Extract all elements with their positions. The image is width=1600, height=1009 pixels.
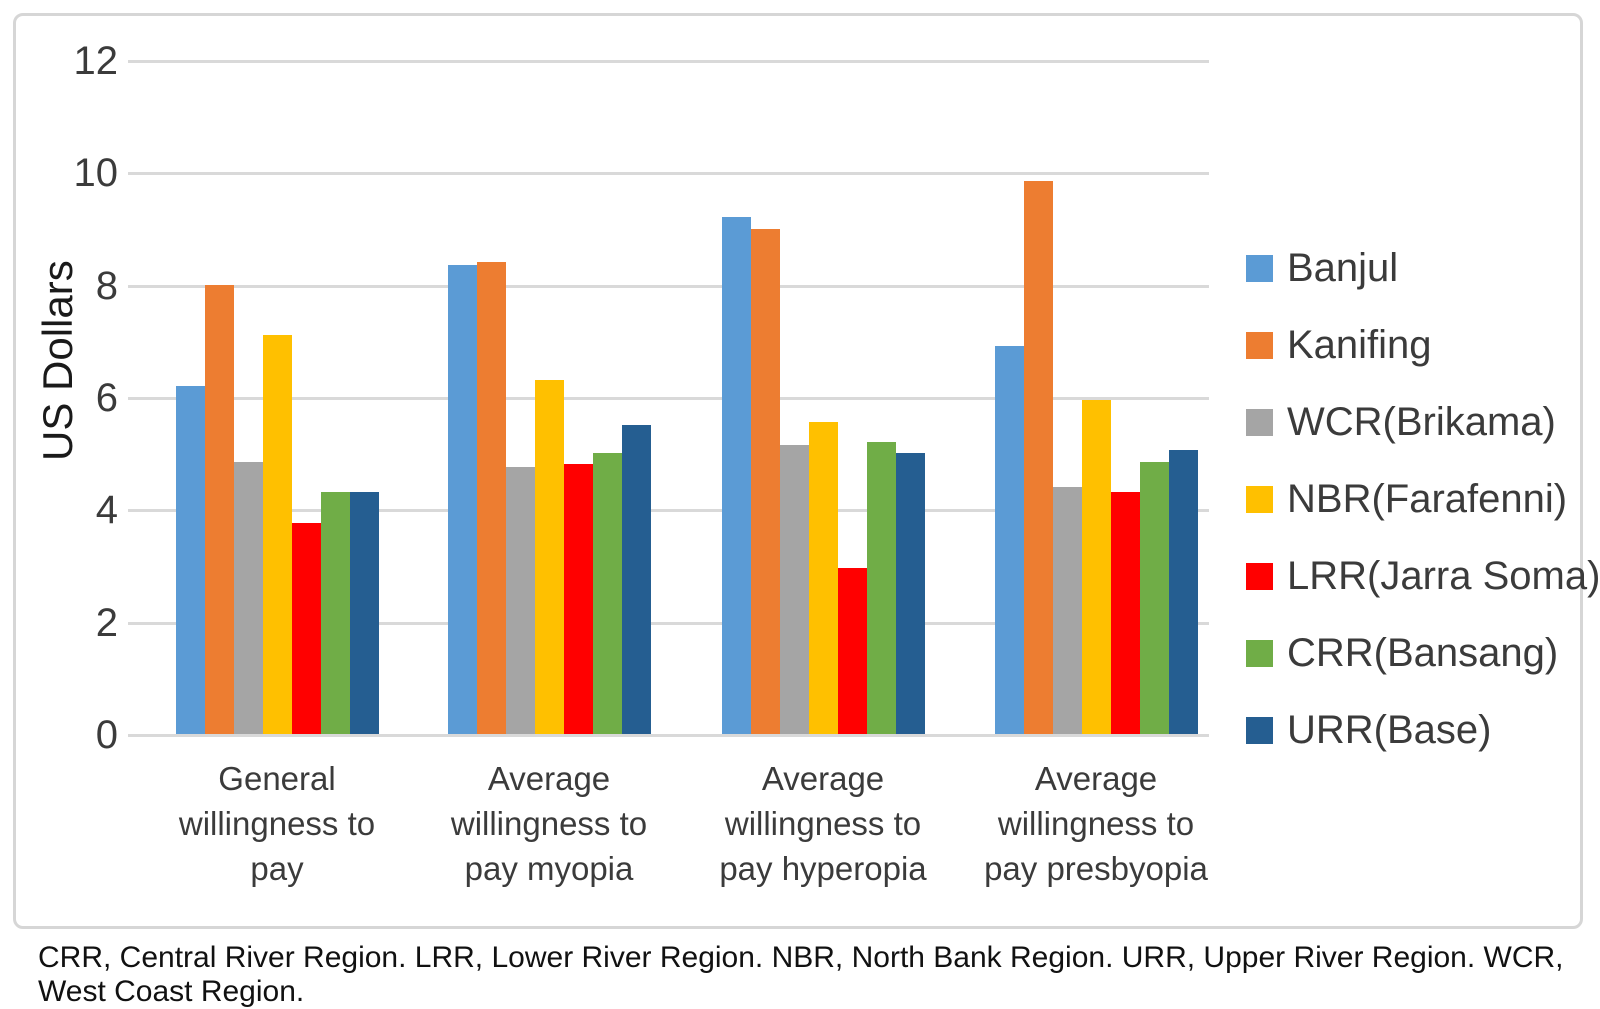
legend: Banjul Kanifing WCR(Brikama) NBR(Farafenni)…	[1246, 230, 1600, 769]
legend-label: WCR(Brikama)	[1287, 400, 1556, 444]
bar-kanifing-cat2	[476, 262, 506, 734]
legend-item: WCR(Brikama)	[1246, 384, 1600, 461]
x-category-label-line: pay hyperopia	[719, 850, 927, 887]
x-category-label: Average willingness to pay myopia	[399, 756, 699, 891]
bar-wcr-brikama-cat3	[779, 444, 809, 734]
legend-item: LRR(Jarra Soma)	[1246, 538, 1600, 615]
x-category-label-line: Average	[487, 760, 611, 797]
legend-label: URR(Base)	[1287, 708, 1492, 752]
legend-item: Banjul	[1246, 230, 1600, 307]
legend-swatch-icon	[1246, 717, 1273, 744]
y-tick-mark	[128, 172, 143, 176]
footnote: CRR, Central River Region. LRR, Lower Ri…	[38, 941, 1564, 1008]
bar-kanifing-cat3	[750, 228, 780, 734]
y-tick-label: 10	[73, 151, 119, 196]
y-tick-mark	[128, 284, 143, 288]
bar-urr-base-cat3	[895, 453, 925, 734]
x-category-label-line: pay presbyopia	[984, 850, 1208, 887]
x-category-label: Average willingness to pay presbyopia	[946, 756, 1246, 891]
x-category-label-line: willingness to	[450, 805, 648, 842]
bar-crr-bansang-cat1	[320, 492, 350, 734]
y-tick-mark	[128, 397, 143, 400]
x-category-label-line: pay	[250, 850, 304, 887]
x-category-label: General willingness to pay	[127, 756, 427, 891]
bar-urr-base-cat4	[1168, 450, 1198, 734]
legend-swatch-icon	[1246, 486, 1273, 513]
bar-lrr-jarra-soma-cat3	[837, 568, 867, 734]
bar-crr-bansang-cat4	[1139, 461, 1169, 734]
legend-item: CRR(Bansang)	[1246, 615, 1600, 692]
x-category-label-line: willingness to	[997, 805, 1195, 842]
legend-swatch-icon	[1246, 563, 1273, 590]
y-tick-mark	[128, 509, 143, 513]
x-category-label-line: pay myopia	[464, 850, 634, 887]
x-category-label-line: willingness to	[178, 805, 376, 842]
gridline-y0	[143, 734, 1209, 737]
gridline-y10	[143, 172, 1209, 176]
y-tick-mark	[128, 60, 143, 63]
y-tick-label: 12	[73, 39, 119, 83]
legend-label: LRR(Jarra Soma)	[1287, 554, 1600, 598]
bar-urr-base-cat1	[349, 492, 379, 734]
x-category-label-line: General	[218, 760, 336, 797]
gridline-y6	[143, 397, 1209, 400]
legend-swatch-icon	[1246, 255, 1273, 282]
legend-item: URR(Base)	[1246, 692, 1600, 769]
y-tick-label: 8	[95, 263, 118, 308]
bar-kanifing-cat1	[204, 284, 234, 734]
bar-crr-bansang-cat3	[866, 441, 896, 734]
y-tick-label: 6	[95, 376, 118, 420]
bar-nbr-farafenni-cat2	[534, 380, 564, 734]
bar-wcr-brikama-cat4	[1052, 486, 1082, 734]
legend-item: Kanifing	[1246, 307, 1600, 384]
bar-lrr-jarra-soma-cat2	[563, 464, 593, 734]
chart-frame: US Dollars 0 2 4 6 8 10 12 Banjul Kanifing WCR(B…	[13, 13, 1600, 929]
legend-swatch-icon	[1246, 409, 1273, 436]
bar-lrr-jarra-soma-cat4	[1110, 492, 1140, 734]
x-category-label-line: willingness to	[724, 805, 922, 842]
legend-item: NBR(Farafenni)	[1246, 461, 1600, 538]
bar-crr-bansang-cat2	[592, 453, 622, 734]
legend-swatch-icon	[1246, 640, 1273, 667]
bar-banjul-cat1	[175, 385, 205, 734]
bar-wcr-brikama-cat1	[233, 461, 263, 734]
bar-lrr-jarra-soma-cat1	[291, 523, 321, 734]
legend-swatch-icon	[1246, 332, 1273, 359]
bar-nbr-farafenni-cat1	[262, 335, 292, 734]
bar-nbr-farafenni-cat4	[1081, 399, 1111, 734]
x-category-label-line: Average	[761, 760, 885, 797]
bar-banjul-cat2	[447, 265, 477, 734]
y-tick-mark	[128, 621, 143, 625]
y-tick-label: 2	[95, 600, 118, 645]
gridline-y2	[143, 621, 1209, 625]
legend-label: CRR(Bansang)	[1287, 631, 1559, 675]
y-tick-mark	[128, 734, 143, 737]
legend-label: Kanifing	[1287, 323, 1432, 367]
bar-kanifing-cat4	[1023, 180, 1053, 734]
bar-wcr-brikama-cat2	[505, 467, 535, 734]
bar-banjul-cat4	[994, 346, 1024, 734]
gridline-y8	[143, 284, 1209, 288]
bar-urr-base-cat2	[621, 425, 651, 734]
x-category-label-line: Average	[1034, 760, 1158, 797]
y-tick-label: 0	[95, 713, 118, 757]
gridline-y12	[143, 60, 1209, 63]
bar-banjul-cat3	[721, 217, 751, 734]
bar-nbr-farafenni-cat3	[808, 422, 838, 734]
gridline-y4	[143, 509, 1209, 513]
x-category-label: Average willingness to pay hyperopia	[673, 756, 973, 891]
legend-label: NBR(Farafenni)	[1287, 477, 1568, 521]
y-tick-label: 4	[95, 488, 118, 533]
legend-label: Banjul	[1287, 246, 1399, 290]
